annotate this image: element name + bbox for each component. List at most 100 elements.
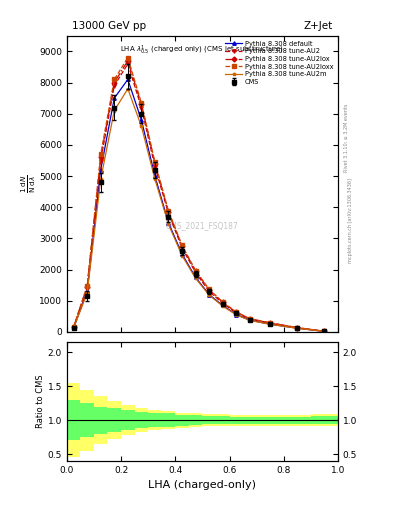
Pythia 8.308 tune-AU2 (85, 285, 90, 291)
Pythia 8.308 tune-AU2m (295, 325, 300, 331)
Pythia 8.308 tune-AU2loxx (71, 324, 76, 330)
Pythia 8.308 tune-AU2m (139, 123, 144, 130)
Pythia 8.308 default (180, 251, 184, 257)
Legend: Pythia 8.308 default, Pythia 8.308 tune-AU2, Pythia 8.308 tune-AU2lox, Pythia 8.: Pythia 8.308 default, Pythia 8.308 tune-… (224, 39, 335, 86)
Pythia 8.308 tune-AU2loxx (295, 325, 300, 331)
Pythia 8.308 tune-AU2loxx (98, 151, 103, 157)
Text: LHA $\lambda^{1}_{0.5}$ (charged only) (CMS jet substructure): LHA $\lambda^{1}_{0.5}$ (charged only) (… (120, 43, 285, 56)
Line: Pythia 8.308 tune-AU2lox: Pythia 8.308 tune-AU2lox (72, 59, 326, 333)
Text: Rivet 3.1.10; ≥ 3.2M events: Rivet 3.1.10; ≥ 3.2M events (344, 104, 349, 173)
Pythia 8.308 tune-AU2loxx (220, 299, 225, 305)
Pythia 8.308 tune-AU2m (322, 328, 327, 334)
Pythia 8.308 tune-AU2 (322, 328, 327, 334)
Pythia 8.308 tune-AU2loxx (152, 159, 157, 165)
Pythia 8.308 tune-AU2 (125, 61, 130, 67)
Pythia 8.308 tune-AU2 (193, 270, 198, 276)
Pythia 8.308 tune-AU2m (98, 176, 103, 182)
Pythia 8.308 tune-AU2loxx (139, 100, 144, 106)
Pythia 8.308 tune-AU2lox (220, 300, 225, 306)
Pythia 8.308 tune-AU2m (85, 290, 90, 296)
Line: Pythia 8.308 tune-AU2m: Pythia 8.308 tune-AU2m (72, 87, 326, 333)
Pythia 8.308 tune-AU2m (125, 86, 130, 92)
Pythia 8.308 default (85, 288, 90, 294)
Pythia 8.308 tune-AU2 (98, 158, 103, 164)
Pythia 8.308 tune-AU2 (207, 288, 211, 294)
Pythia 8.308 default (234, 311, 239, 317)
Pythia 8.308 default (125, 76, 130, 82)
Pythia 8.308 tune-AU2lox (152, 161, 157, 167)
Pythia 8.308 tune-AU2 (268, 320, 273, 326)
Pythia 8.308 tune-AU2 (112, 82, 117, 89)
Pythia 8.308 tune-AU2loxx (234, 309, 239, 315)
Pythia 8.308 tune-AU2m (152, 176, 157, 182)
X-axis label: LHA (charged-only): LHA (charged-only) (149, 480, 256, 490)
Text: mcplots.cern.ch [arXiv:1306.3436]: mcplots.cern.ch [arXiv:1306.3436] (348, 178, 353, 263)
Pythia 8.308 tune-AU2loxx (268, 319, 273, 326)
Pythia 8.308 tune-AU2lox (112, 79, 117, 86)
Text: CMS_2021_FSQ187: CMS_2021_FSQ187 (166, 221, 239, 230)
Pythia 8.308 default (112, 95, 117, 101)
Pythia 8.308 tune-AU2m (166, 221, 171, 227)
Pythia 8.308 tune-AU2 (295, 325, 300, 331)
Text: 13000 GeV pp: 13000 GeV pp (72, 22, 146, 31)
Pythia 8.308 tune-AU2 (139, 104, 144, 111)
Pythia 8.308 tune-AU2loxx (166, 208, 171, 214)
Pythia 8.308 default (166, 220, 171, 226)
Pythia 8.308 tune-AU2m (71, 325, 76, 331)
Pythia 8.308 tune-AU2 (220, 300, 225, 306)
Pythia 8.308 tune-AU2m (193, 275, 198, 282)
Pythia 8.308 default (322, 328, 327, 334)
Pythia 8.308 tune-AU2lox (166, 209, 171, 215)
Pythia 8.308 default (139, 117, 144, 123)
Pythia 8.308 tune-AU2lox (295, 325, 300, 331)
Pythia 8.308 tune-AU2loxx (207, 286, 211, 292)
Pythia 8.308 default (220, 303, 225, 309)
Pythia 8.308 tune-AU2lox (207, 287, 211, 293)
Pythia 8.308 default (71, 325, 76, 331)
Pythia 8.308 tune-AU2loxx (248, 315, 252, 322)
Pythia 8.308 tune-AU2loxx (180, 242, 184, 248)
Pythia 8.308 default (248, 317, 252, 323)
Line: Pythia 8.308 default: Pythia 8.308 default (72, 78, 326, 333)
Pythia 8.308 tune-AU2m (112, 108, 117, 114)
Pythia 8.308 tune-AU2 (248, 316, 252, 322)
Pythia 8.308 default (152, 173, 157, 179)
Pythia 8.308 tune-AU2m (248, 317, 252, 324)
Pythia 8.308 tune-AU2lox (193, 268, 198, 274)
Pythia 8.308 tune-AU2lox (322, 328, 327, 334)
Pythia 8.308 tune-AU2 (166, 210, 171, 217)
Line: Pythia 8.308 tune-AU2loxx: Pythia 8.308 tune-AU2loxx (72, 56, 326, 333)
Line: Pythia 8.308 tune-AU2: Pythia 8.308 tune-AU2 (72, 62, 326, 333)
Pythia 8.308 default (268, 321, 273, 327)
Pythia 8.308 tune-AU2m (234, 312, 239, 318)
Pythia 8.308 tune-AU2loxx (193, 267, 198, 273)
Pythia 8.308 tune-AU2m (220, 303, 225, 309)
Pythia 8.308 tune-AU2loxx (322, 328, 327, 334)
Pythia 8.308 tune-AU2lox (180, 243, 184, 249)
Pythia 8.308 tune-AU2lox (139, 101, 144, 108)
Pythia 8.308 tune-AU2loxx (112, 76, 117, 82)
Pythia 8.308 tune-AU2m (180, 252, 184, 259)
Pythia 8.308 tune-AU2lox (98, 154, 103, 160)
Pythia 8.308 tune-AU2lox (248, 316, 252, 322)
Pythia 8.308 tune-AU2lox (125, 58, 130, 64)
Pythia 8.308 tune-AU2m (268, 321, 273, 327)
Pythia 8.308 default (98, 167, 103, 173)
Pythia 8.308 tune-AU2lox (268, 320, 273, 326)
Text: Z+Jet: Z+Jet (303, 22, 332, 31)
Pythia 8.308 tune-AU2lox (71, 324, 76, 330)
Pythia 8.308 default (193, 274, 198, 281)
Pythia 8.308 tune-AU2 (234, 310, 239, 316)
Pythia 8.308 tune-AU2 (152, 164, 157, 170)
Pythia 8.308 default (207, 291, 211, 297)
Pythia 8.308 tune-AU2loxx (85, 283, 90, 289)
Pythia 8.308 tune-AU2lox (85, 284, 90, 290)
Pythia 8.308 tune-AU2 (180, 245, 184, 251)
Y-axis label: $\frac{1}{\mathrm{N}}\frac{\mathrm{d}N}{\mathrm{d}\lambda}$: $\frac{1}{\mathrm{N}}\frac{\mathrm{d}N}{… (19, 175, 38, 194)
Pythia 8.308 tune-AU2lox (234, 309, 239, 315)
Pythia 8.308 tune-AU2loxx (125, 55, 130, 61)
Pythia 8.308 tune-AU2m (207, 292, 211, 298)
Pythia 8.308 default (295, 325, 300, 331)
Y-axis label: Ratio to CMS: Ratio to CMS (36, 375, 45, 429)
Pythia 8.308 tune-AU2 (71, 324, 76, 330)
